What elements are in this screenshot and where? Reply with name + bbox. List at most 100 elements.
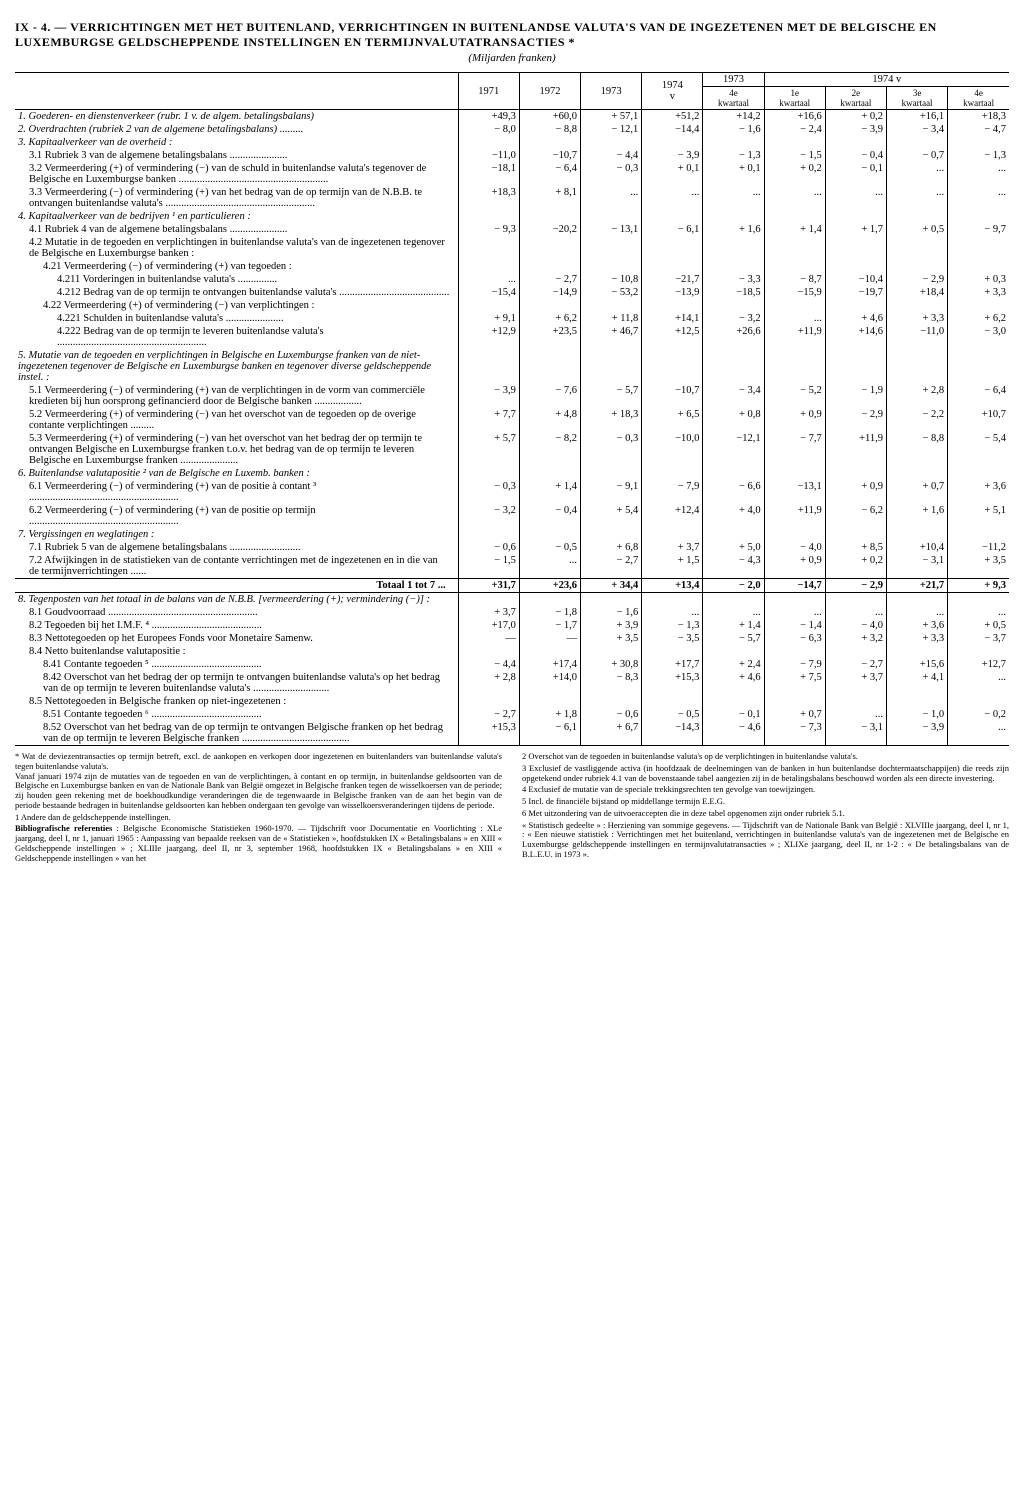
- cell: [458, 260, 519, 273]
- cell: − 1,7: [519, 619, 580, 632]
- cell: − 8,2: [519, 432, 580, 467]
- cell: +60,0: [519, 110, 580, 124]
- cell: [825, 136, 886, 149]
- cell: [886, 210, 947, 223]
- cell: − 1,0: [886, 708, 947, 721]
- cell: [948, 593, 1009, 607]
- cell: [581, 349, 642, 384]
- cell: + 34,4: [581, 579, 642, 593]
- cell: −15,4: [458, 286, 519, 299]
- cell: [948, 645, 1009, 658]
- cell: + 11,8: [581, 312, 642, 325]
- page-title: IX - 4. — VERRICHTINGEN MET HET BUITENLA…: [15, 20, 1009, 50]
- cell: +16,1: [886, 110, 947, 124]
- cell: −13,1: [764, 480, 825, 504]
- cell: ...: [948, 186, 1009, 210]
- col-q1e: 1e kwartaal: [764, 87, 825, 110]
- cell: +18,4: [886, 286, 947, 299]
- cell: − 4,3: [703, 554, 764, 579]
- cell: − 2,7: [581, 554, 642, 579]
- table-row: 7. Vergissingen en weglatingen :: [15, 528, 1009, 541]
- cell: [825, 299, 886, 312]
- table-row: 8.51 Contante tegoeden ⁶ ...............…: [15, 708, 1009, 721]
- cell: [886, 593, 947, 607]
- cell: + 5,0: [703, 541, 764, 554]
- cell: − 1,6: [581, 606, 642, 619]
- cell: − 7,6: [519, 384, 580, 408]
- cell: ...: [825, 186, 886, 210]
- cell: [642, 593, 703, 607]
- cell: [886, 136, 947, 149]
- cell: [764, 299, 825, 312]
- cell: +18,3: [458, 186, 519, 210]
- cell: − 1,9: [825, 384, 886, 408]
- table-row: 4.2 Mutatie in de tegoeden en verplichti…: [15, 236, 1009, 260]
- cell: − 0,6: [581, 708, 642, 721]
- cell: − 3,1: [886, 554, 947, 579]
- cell: [703, 695, 764, 708]
- cell: [886, 260, 947, 273]
- cell: + 1,7: [825, 223, 886, 236]
- cell: [703, 467, 764, 480]
- col-1974v: 1974 v: [642, 73, 703, 110]
- table-row: 8.52 Overschot van het bedrag van de op …: [15, 721, 1009, 746]
- cell: −11,0: [886, 325, 947, 349]
- cell: [642, 260, 703, 273]
- row-label: 8.52 Overschot van het bedrag van de op …: [15, 721, 458, 746]
- cell: − 2,0: [703, 579, 764, 593]
- footnote-star: * Wat de deviezentransacties op termijn …: [15, 752, 502, 811]
- cell: + 8,5: [825, 541, 886, 554]
- cell: [642, 136, 703, 149]
- cell: − 3,9: [886, 721, 947, 746]
- row-label: 7.1 Rubriek 5 van de algemene betalingsb…: [15, 541, 458, 554]
- cell: +14,0: [519, 671, 580, 695]
- cell: − 3,4: [886, 123, 947, 136]
- row-label: 7. Vergissingen en weglatingen :: [15, 528, 458, 541]
- cell: + 4,0: [703, 504, 764, 528]
- cell: −18,5: [703, 286, 764, 299]
- cell: − 8,7: [764, 273, 825, 286]
- cell: [458, 593, 519, 607]
- cell: [764, 236, 825, 260]
- cell: −14,9: [519, 286, 580, 299]
- table-row: 6.2 Vermeerdering (−) of vermindering (+…: [15, 504, 1009, 528]
- cell: ...: [886, 606, 947, 619]
- cell: − 4,4: [581, 149, 642, 162]
- cell: [825, 210, 886, 223]
- cell: + 0,3: [948, 273, 1009, 286]
- cell: + 2,8: [886, 384, 947, 408]
- cell: [519, 136, 580, 149]
- cell: ...: [825, 606, 886, 619]
- cell: +18,3: [948, 110, 1009, 124]
- cell: + 46,7: [581, 325, 642, 349]
- cell: [581, 645, 642, 658]
- cell: + 0,1: [703, 162, 764, 186]
- cell: + 4,6: [703, 671, 764, 695]
- row-label: 6.2 Vermeerdering (−) of vermindering (+…: [15, 504, 458, 528]
- cell: +12,4: [642, 504, 703, 528]
- cell: [886, 695, 947, 708]
- cell: [458, 236, 519, 260]
- cell: − 0,4: [825, 149, 886, 162]
- cell: ...: [948, 721, 1009, 746]
- cell: − 6,1: [642, 223, 703, 236]
- cell: − 4,6: [703, 721, 764, 746]
- cell: [948, 136, 1009, 149]
- cell: −10,0: [642, 432, 703, 467]
- cell: +12,9: [458, 325, 519, 349]
- cell: + 4,6: [825, 312, 886, 325]
- cell: + 6,2: [948, 312, 1009, 325]
- cell: − 7,9: [642, 480, 703, 504]
- cell: − 0,3: [458, 480, 519, 504]
- table-row: 3.2 Vermeerdering (+) of vermindering (−…: [15, 162, 1009, 186]
- cell: [642, 236, 703, 260]
- cell: + 0,9: [825, 480, 886, 504]
- cell: [703, 349, 764, 384]
- cell: +16,6: [764, 110, 825, 124]
- cell: [703, 528, 764, 541]
- cell: − 0,1: [825, 162, 886, 186]
- table-row: 8.5 Nettotegoeden in Belgische franken o…: [15, 695, 1009, 708]
- cell: −11,2: [948, 541, 1009, 554]
- cell: + 3,6: [948, 480, 1009, 504]
- cell: − 12,1: [581, 123, 642, 136]
